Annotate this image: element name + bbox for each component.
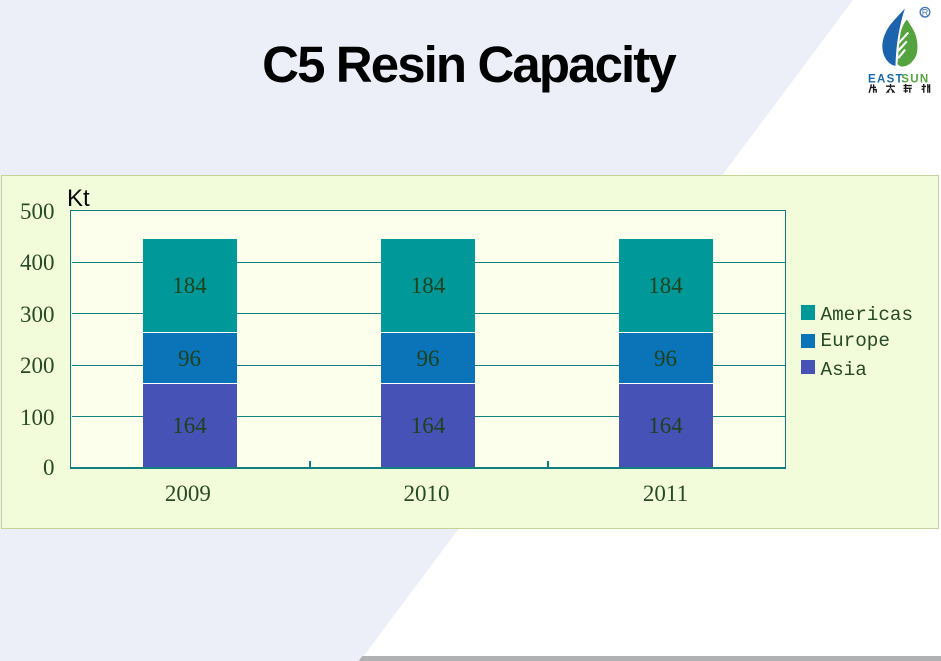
svg-text:SUN: SUN (901, 73, 929, 85)
svg-text:R: R (922, 8, 929, 18)
svg-text:EAST: EAST (868, 73, 904, 85)
